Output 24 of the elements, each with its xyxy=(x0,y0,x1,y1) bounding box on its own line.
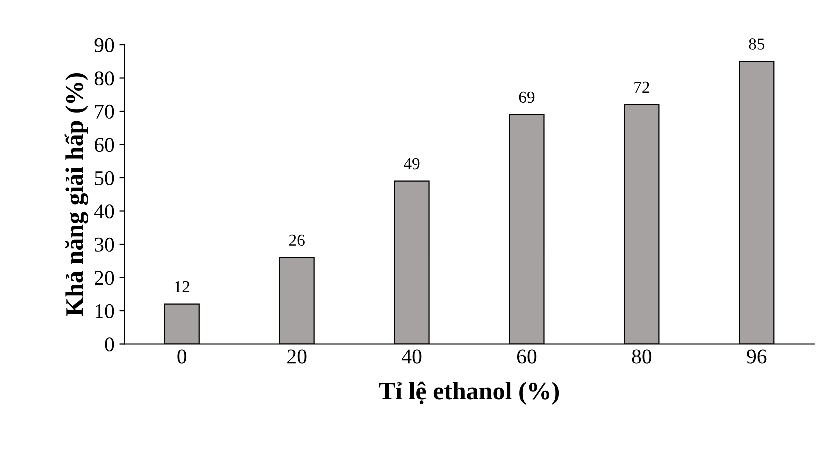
y-tick-label: 20 xyxy=(95,271,114,286)
x-tick-label: 20 xyxy=(288,350,307,364)
y-tick-label: 30 xyxy=(95,238,114,252)
y-tick-label: 60 xyxy=(94,138,114,152)
y-tick-label: 70 xyxy=(95,104,114,119)
data-label: 85 xyxy=(749,38,765,50)
x-tick-label: 80 xyxy=(632,350,652,364)
x-tick-label: 96 xyxy=(747,350,767,364)
y-axis-title: Khả năng giải hấp (%) xyxy=(64,73,89,316)
x-tick-label: 60 xyxy=(517,350,537,364)
x-axis-title: Tỉ lệ ethanol (%) xyxy=(379,382,560,405)
y-tick-label: 50 xyxy=(95,171,114,186)
y-tick-label: 10 xyxy=(96,304,114,318)
data-label: 72 xyxy=(634,82,650,93)
x-tick-label: 40 xyxy=(402,350,422,364)
y-tick-label: 90 xyxy=(94,38,114,52)
data-label: 26 xyxy=(289,234,305,246)
x-tick-label: 0 xyxy=(178,350,187,364)
y-tick-label: 0 xyxy=(105,338,114,352)
data-label: 12 xyxy=(175,281,190,292)
data-label: 49 xyxy=(404,158,420,170)
data-label: 69 xyxy=(519,92,535,104)
y-tick-label: 80 xyxy=(94,72,114,86)
y-tick-label: 40 xyxy=(94,204,114,219)
